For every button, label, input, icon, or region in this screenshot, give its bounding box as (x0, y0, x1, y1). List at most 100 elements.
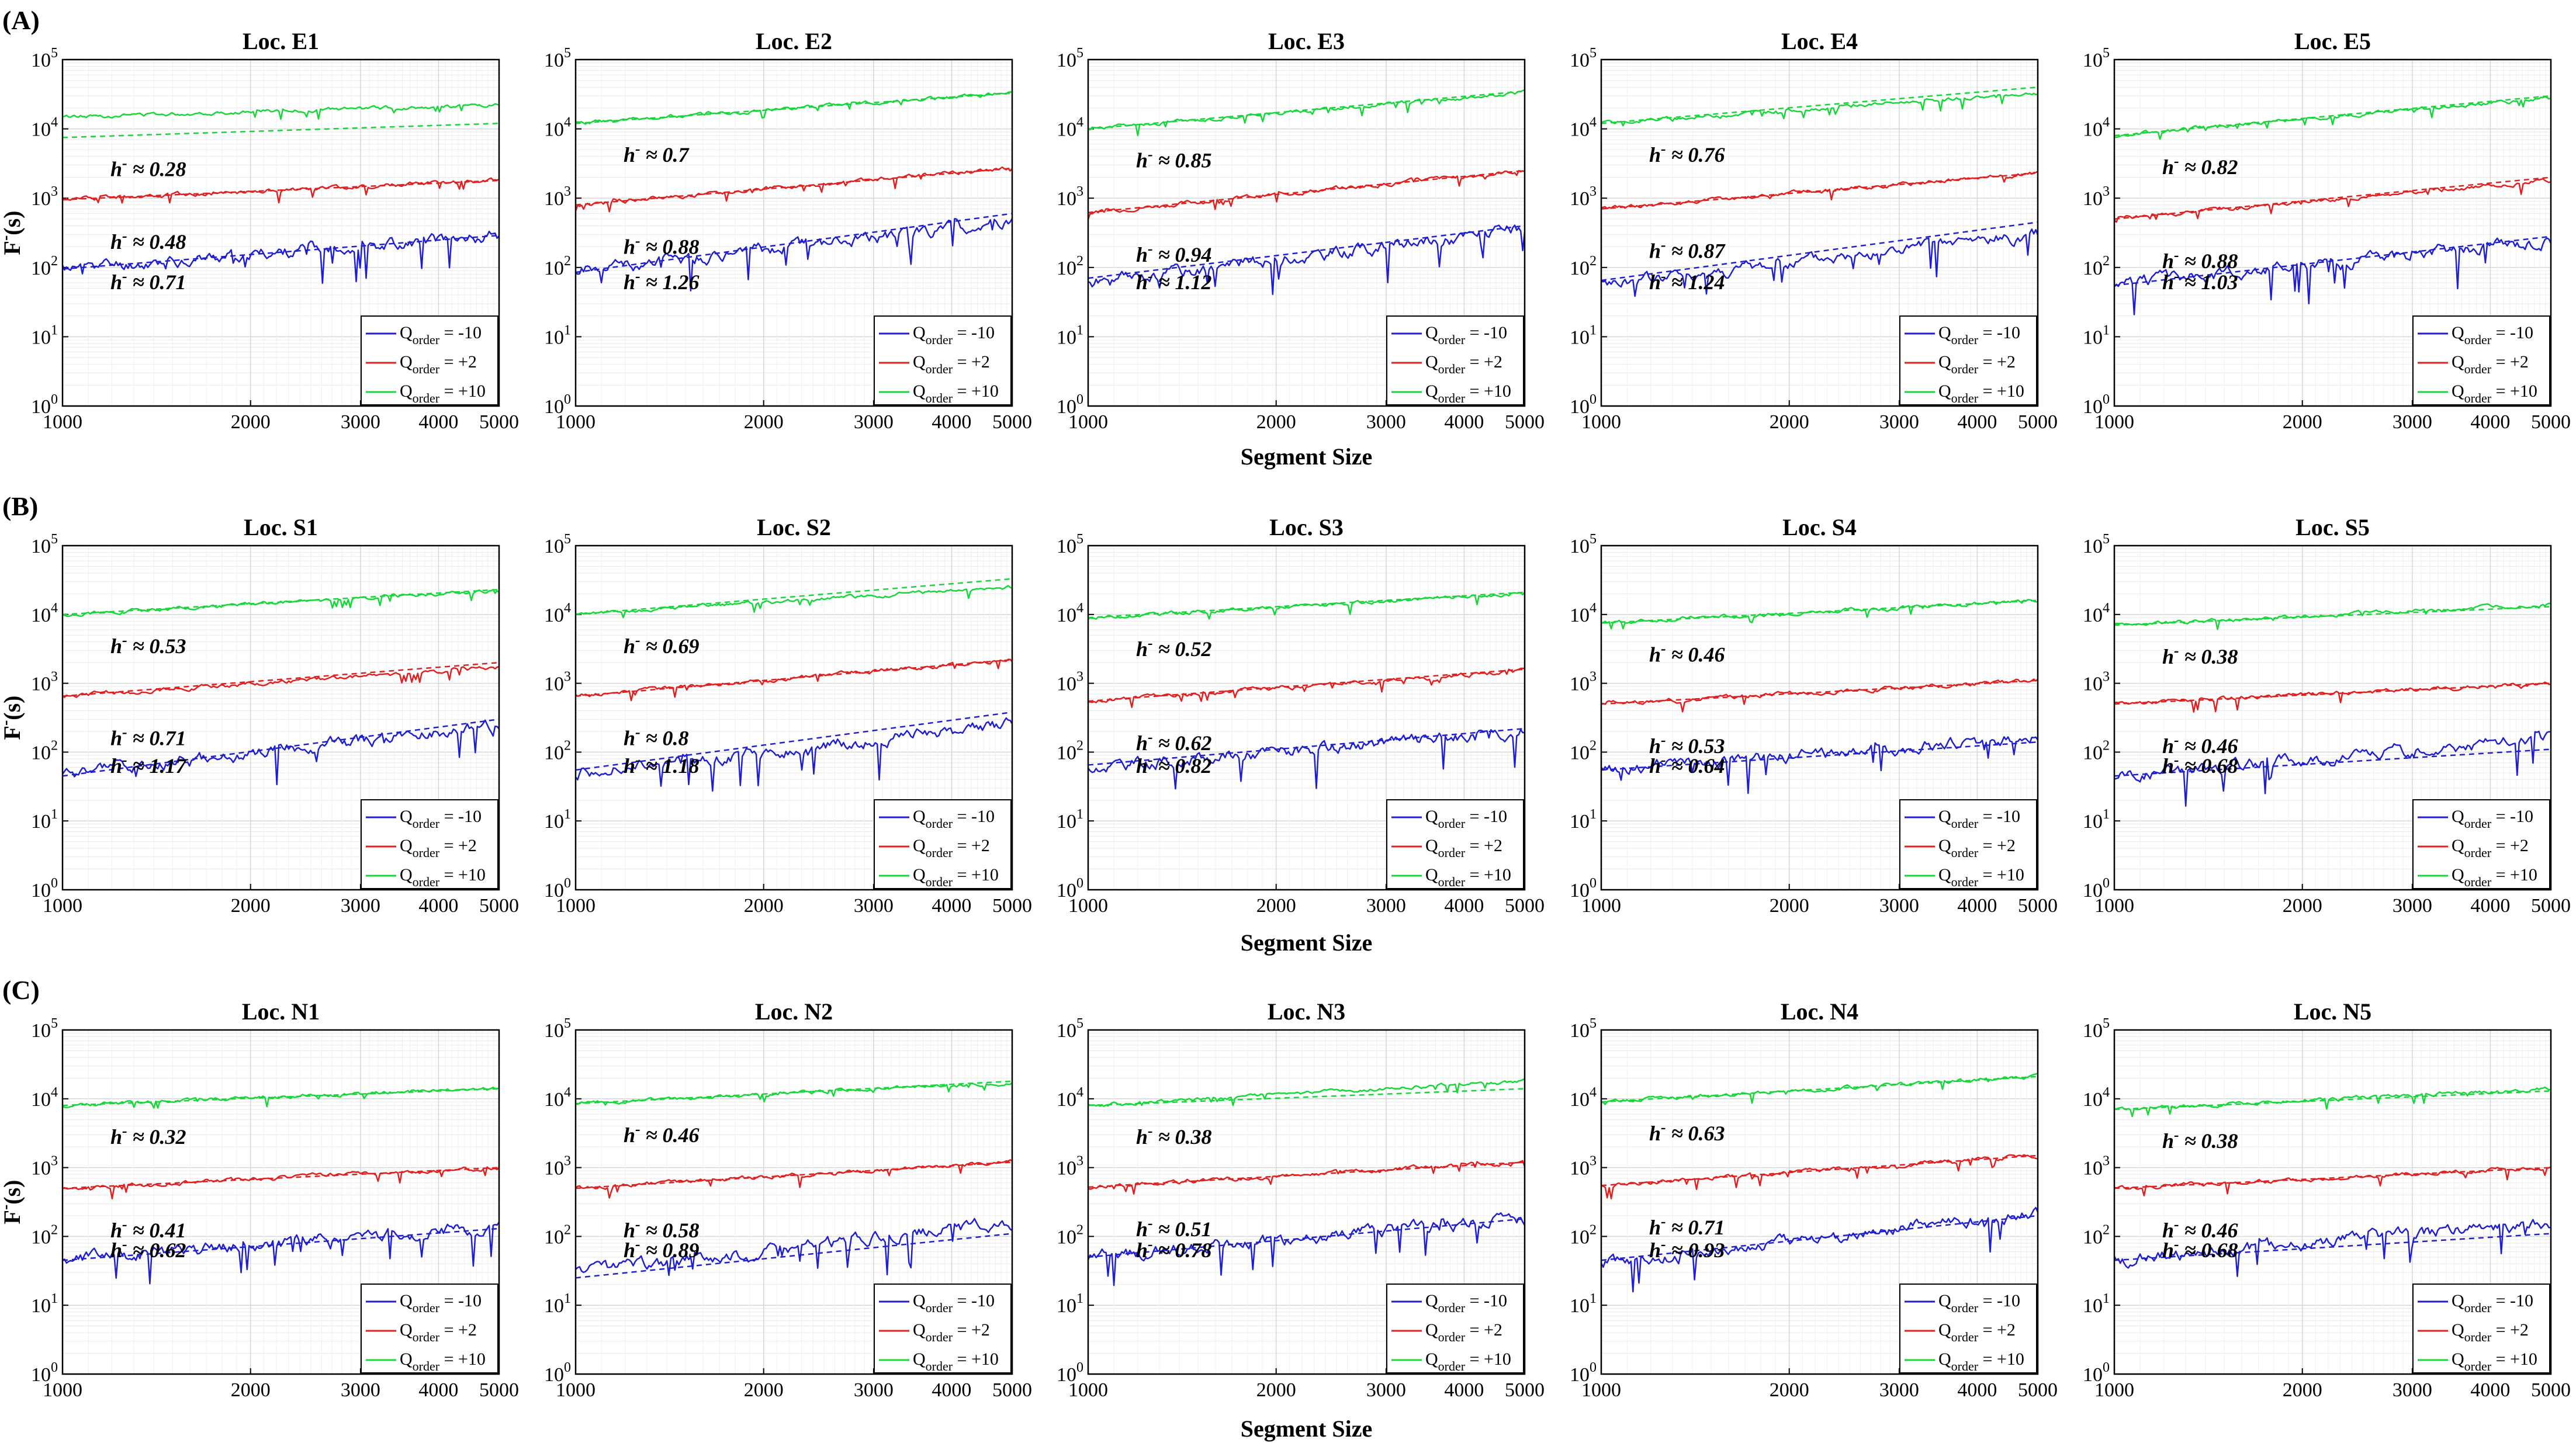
y-tick-label: 101 (1057, 322, 1083, 348)
fit-line-q-minus10 (2114, 748, 2551, 777)
fit-line-q-minus10 (1088, 1218, 1525, 1258)
x-tick-label: 4000 (2470, 1379, 2510, 1401)
legend: Qorder = -10 Qorder = +2 Qorder = +10 (1386, 315, 1524, 405)
axes-frame (574, 58, 1013, 407)
x-tick-label: 4000 (418, 895, 458, 917)
series-line-q-plus10 (2114, 1086, 2551, 1118)
y-tick-label: 102 (1057, 254, 1083, 279)
y-tick-label: 103 (1057, 184, 1083, 210)
y-tick-label: 102 (544, 738, 571, 764)
hurst-annotation: h- ≈ 0.46 (2162, 731, 2238, 758)
hurst-annotation: h- ≈ 0.64 (1649, 751, 1725, 778)
series-line-q-plus10 (575, 585, 1013, 619)
subplot-title: Loc. E1 (243, 28, 319, 54)
subplot-title: Loc. N1 (242, 998, 320, 1025)
x-tick-label: 1000 (1068, 895, 1108, 917)
subplot-loc-n2: Loc. N2 1000 2000 3000 4000 5000 100 101 102 103 1… (544, 998, 1032, 1401)
axes-frame (574, 544, 1013, 891)
x-tick-label: 5000 (479, 411, 519, 433)
series-line-q-plus2 (1601, 171, 2038, 210)
legend-label: Qorder = +10 (913, 865, 999, 889)
series-line-q-minus10 (61, 719, 500, 786)
x-tick-label: 5000 (2531, 411, 2571, 433)
legend-label: Qorder = +2 (913, 352, 990, 376)
y-tick-label: 104 (31, 1085, 58, 1111)
y-tick-label: 104 (1057, 115, 1083, 141)
y-tick-label: 104 (2083, 115, 2110, 141)
series-line-q-plus2 (2114, 1166, 2551, 1196)
axes-frame (61, 58, 500, 407)
y-tick-label: 100 (31, 876, 58, 901)
hurst-annotation: h- ≈ 0.88 (2162, 247, 2238, 273)
legend-label: Qorder = +10 (1938, 381, 2024, 405)
legend-box (1899, 799, 2037, 889)
x-tick-label: 5000 (992, 895, 1032, 917)
x-axis-label: Segment Size (1241, 443, 1373, 470)
y-tick-label: 100 (31, 392, 58, 418)
y-tick-label: 105 (2083, 46, 2110, 71)
series-line-q-plus10 (1088, 592, 1525, 620)
x-tick-label: 4000 (2470, 895, 2510, 917)
series-line-q-plus2 (1601, 678, 2038, 713)
x-tick-label: 1000 (556, 411, 595, 433)
series-line-q-plus2 (62, 1166, 500, 1200)
x-tick-label: 5000 (479, 1379, 519, 1401)
y-tick-label: 104 (1057, 1085, 1083, 1111)
hurst-annotation: h- ≈ 0.85 (1136, 146, 1211, 172)
y-tick-label: 104 (544, 601, 571, 626)
hurst-annotation: h- ≈ 0.38 (2162, 1126, 2238, 1153)
subplot-title: Loc. E2 (756, 28, 832, 54)
x-tick-label: 4000 (1444, 1379, 1484, 1401)
legend-label: Qorder = +2 (1938, 1320, 2016, 1344)
legend: Qorder = -10 Qorder = +2 Qorder = +10 (361, 1284, 498, 1373)
legend-label: Qorder = -10 (400, 1291, 482, 1315)
axes-frame (1087, 544, 1526, 891)
y-tick-label: 103 (1570, 184, 1597, 210)
legend-label: Qorder = +2 (1938, 352, 2016, 376)
legend: Qorder = -10 Qorder = +2 Qorder = +10 (361, 799, 498, 889)
series-line-q-minus10 (62, 1222, 500, 1285)
x-tick-label: 2000 (744, 1379, 784, 1401)
x-tick-label: 4000 (418, 1379, 458, 1401)
x-tick-label: 2000 (1256, 411, 1296, 433)
x-tick-label: 3000 (1879, 1379, 1919, 1401)
x-tick-label: 5000 (2018, 895, 2058, 917)
legend-label: Qorder = -10 (913, 323, 995, 347)
legend-box (2412, 1284, 2550, 1373)
y-tick-label: 104 (2083, 601, 2110, 626)
x-tick-label: 5000 (992, 1379, 1032, 1401)
x-tick-label: 5000 (992, 411, 1032, 433)
x-tick-label: 3000 (2393, 411, 2432, 433)
x-tick-label: 3000 (1366, 1379, 1406, 1401)
fit-line-q-plus2 (62, 1167, 500, 1189)
y-axis-label: F-(s) (0, 696, 25, 740)
x-tick-label: 2000 (744, 411, 784, 433)
legend-box (1386, 799, 1524, 889)
series-line-q-plus2 (62, 177, 500, 204)
y-tick-label: 103 (2083, 1154, 2110, 1180)
hurst-annotation: h- ≈ 0.71 (110, 724, 186, 750)
hurst-annotation: h- ≈ 0.82 (1136, 751, 1211, 778)
hurst-annotation: h- ≈ 0.78 (1136, 1236, 1211, 1262)
y-tick-label: 100 (1057, 1360, 1083, 1386)
y-tick-label: 102 (2083, 254, 2110, 279)
hurst-annotation: h- ≈ 0.58 (624, 1216, 699, 1242)
x-tick-label: 2000 (1770, 411, 1809, 433)
y-tick-label: 105 (544, 46, 571, 71)
series-line-q-plus2 (1601, 1154, 2038, 1199)
hurst-annotation: h- ≈ 0.68 (2162, 751, 2238, 778)
subplot-loc-s3: Loc. S3 1000 2000 3000 4000 5000 100 101 102 103 1… (1057, 514, 1545, 917)
x-tick-label: 4000 (418, 411, 458, 433)
series-line-q-plus2 (1087, 169, 1525, 220)
subplot-loc-n3: Loc. N3 1000 2000 3000 4000 5000 100 101 102 103 1… (1057, 998, 1545, 1401)
hurst-annotation: h- ≈ 1.18 (624, 751, 699, 778)
x-tick-label: 4000 (1957, 895, 1997, 917)
legend-box (1899, 315, 2037, 405)
y-tick-label: 101 (544, 807, 571, 832)
subplot-loc-s5: Loc. S5 1000 2000 3000 4000 5000 100 101 102 103 1… (2083, 514, 2571, 917)
x-tick-label: 4000 (932, 411, 971, 433)
y-tick-label: 105 (544, 1016, 571, 1042)
x-tick-label: 3000 (1366, 895, 1406, 917)
fit-line-q-plus10 (1601, 1076, 2038, 1103)
hurst-annotation: h- ≈ 1.17 (110, 751, 187, 778)
